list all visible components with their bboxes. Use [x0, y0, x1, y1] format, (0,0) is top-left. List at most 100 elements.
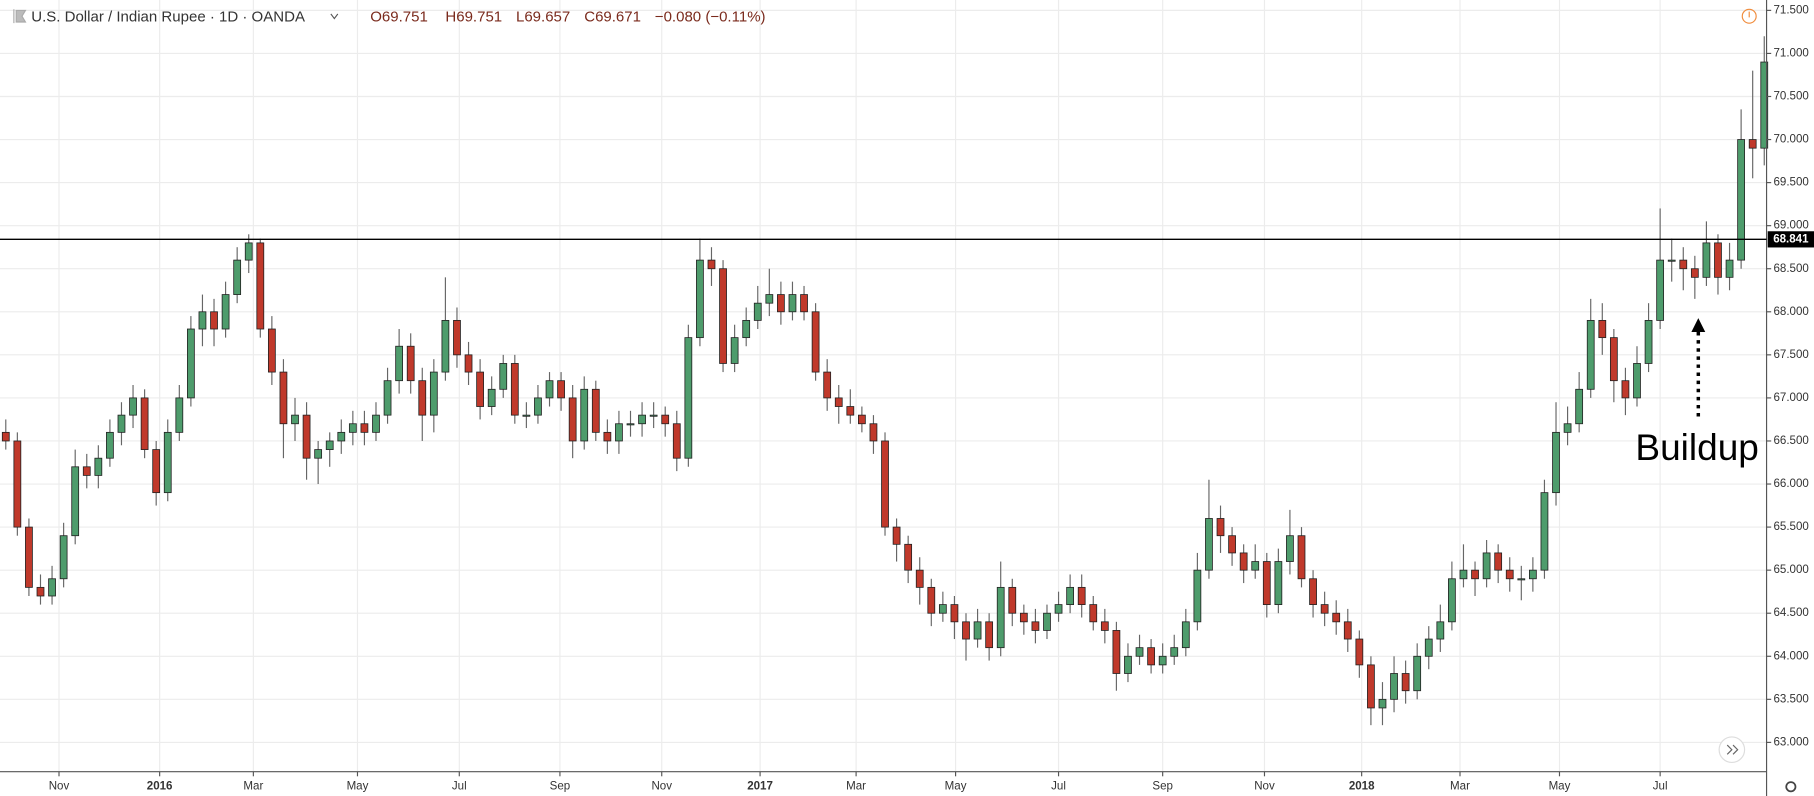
candle-body [1343, 621, 1352, 640]
ohlc-high: H69.751 [445, 8, 502, 25]
candle-body [1043, 612, 1051, 631]
x-tick-label: 2018 [1349, 781, 1375, 793]
x-tick-label: May [945, 781, 967, 793]
dropdown-caret[interactable] [330, 13, 339, 20]
candle-body [1725, 259, 1734, 278]
x-tick-label: May [347, 781, 369, 793]
candle-body [1482, 552, 1491, 580]
candle-body [106, 431, 114, 459]
candle-body [1262, 561, 1271, 606]
candle-body [938, 604, 947, 614]
candle-body [1679, 259, 1688, 270]
x-tick-label: Sep [550, 781, 571, 793]
candle-body [117, 414, 126, 433]
price-label: 68.841 [1773, 233, 1809, 245]
x-tick-label: Mar [243, 781, 263, 793]
y-tick-label: 70.000 [1774, 134, 1809, 146]
candle-body [48, 578, 56, 597]
candle-body [129, 397, 137, 416]
candle-body [325, 440, 334, 450]
candle-body [1216, 518, 1225, 537]
x-tick-label: Mar [1450, 781, 1470, 793]
candle-body [1378, 698, 1387, 709]
candle-body [1, 431, 10, 442]
alert-icon[interactable] [1741, 8, 1757, 24]
candle-body [973, 621, 982, 640]
candle-body [684, 337, 693, 459]
candle-body [649, 414, 658, 417]
scroll-icon [1726, 744, 1739, 755]
candle-body [337, 431, 346, 442]
candle-body [580, 388, 589, 442]
x-tick-label: Sep [1152, 781, 1173, 793]
candle-body [858, 414, 866, 425]
y-tick-label: 67.000 [1774, 392, 1809, 404]
candle-body [25, 526, 33, 588]
candle-body [591, 388, 600, 433]
candle-body [1355, 638, 1364, 666]
candle-body [1436, 621, 1445, 640]
candle-body [487, 388, 496, 407]
candle-body [823, 371, 832, 399]
candle-body [499, 363, 508, 390]
x-tick-label: Nov [1254, 781, 1275, 793]
candle-body [140, 397, 149, 450]
candle-body [1448, 578, 1456, 623]
candle-body [175, 397, 184, 433]
candle-body [244, 242, 253, 261]
candle-body [707, 259, 716, 270]
candle-body [1586, 319, 1595, 390]
candle-body [1760, 61, 1769, 149]
candle-body [1598, 319, 1607, 339]
symbol-icon[interactable] [13, 9, 27, 24]
candle-body [1690, 268, 1699, 278]
candle-body [1505, 569, 1514, 580]
candle-body [1332, 612, 1341, 623]
candle-body [152, 449, 161, 494]
y-tick-label: 66.500 [1774, 435, 1809, 447]
candle-body [742, 319, 751, 339]
x-tick-label: Jul [1653, 781, 1668, 793]
candle-body [1529, 569, 1537, 580]
candle-body [1124, 655, 1132, 674]
candle-body [256, 242, 265, 330]
candle-body [429, 371, 438, 416]
x-tick-label: Nov [651, 781, 672, 793]
candle-body [1459, 569, 1468, 580]
x-tick-label: Jul [1051, 781, 1066, 793]
candle-body [267, 328, 276, 373]
candle-body [1100, 621, 1109, 631]
candle-body [1008, 586, 1017, 614]
y-tick-label: 63.500 [1774, 693, 1809, 705]
candle-body [13, 440, 22, 528]
candle-body [626, 423, 635, 426]
candle-body [615, 423, 623, 442]
ohlc-low: L69.657 [516, 8, 570, 25]
candle-body [661, 414, 670, 425]
price-label-box [1767, 231, 1814, 248]
candle-body [800, 294, 808, 313]
candle-body [696, 259, 704, 339]
y-tick-label: 64.500 [1774, 607, 1809, 619]
candle-body [638, 414, 646, 425]
candle-body [291, 414, 299, 425]
candle-body [1494, 552, 1503, 571]
settings-icon[interactable] [1785, 781, 1797, 793]
candle-body [36, 586, 45, 597]
candle-body [881, 440, 889, 528]
candle-body [1089, 604, 1098, 623]
candle-body [1714, 242, 1722, 278]
candle-body [1401, 673, 1410, 692]
candle-body [1066, 586, 1074, 606]
candle-body [1077, 586, 1086, 606]
candle-body [1633, 363, 1641, 399]
candle-body [210, 311, 218, 330]
symbol-title[interactable]: U.S. Dollar / Indian Rupee · 1D · OANDA [31, 8, 305, 25]
candle-body [1112, 630, 1121, 674]
candle-body [360, 423, 369, 433]
candle-body [510, 363, 519, 416]
candle-body [187, 328, 195, 399]
candle-body [1228, 535, 1236, 554]
y-tick-label: 69.500 [1774, 177, 1809, 189]
